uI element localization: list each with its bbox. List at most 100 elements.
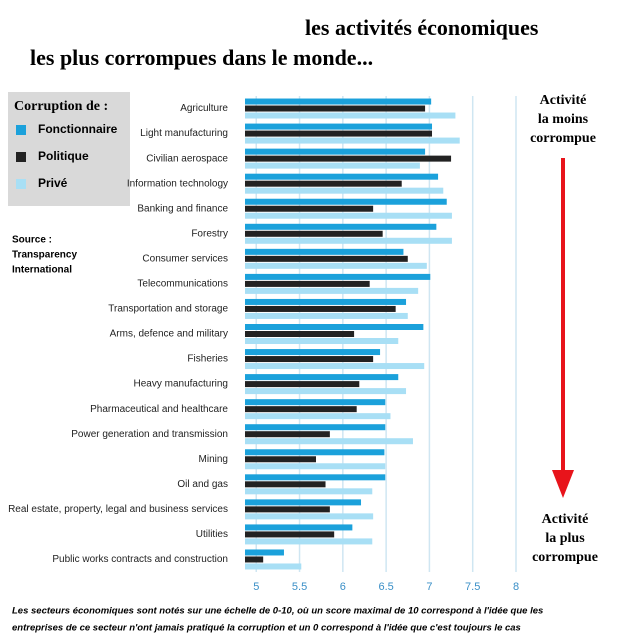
bar (245, 112, 456, 119)
source: Source : (12, 235, 52, 246)
footnote: Les secteurs économiques sont notés sur … (12, 606, 543, 617)
annotation: la plus (545, 531, 585, 546)
bar (245, 438, 413, 445)
y-tick-label: Pharmaceutical and healthcare (90, 404, 228, 415)
bar (245, 305, 396, 312)
y-tick-label: Real estate, property, legal and busines… (8, 504, 228, 515)
annotation: la moins (538, 112, 589, 127)
bar (245, 148, 426, 155)
bar (245, 331, 355, 337)
bar (245, 162, 420, 169)
y-tick-label: Consumer services (142, 253, 228, 264)
bar (245, 413, 391, 420)
legend-swatch (16, 152, 26, 162)
y-tick-label: Power generation and transmission (71, 429, 228, 440)
bar (245, 105, 426, 112)
footnote: entreprises de ce secteur n'ont jamais p… (12, 623, 521, 634)
bar (245, 381, 360, 388)
bar (245, 424, 386, 431)
source: International (12, 265, 72, 276)
bar (245, 488, 373, 495)
chart-title: les plus corrompues dans le monde... (30, 45, 373, 70)
bar (245, 363, 425, 370)
bar (245, 237, 452, 244)
bar (245, 137, 460, 144)
bar (245, 556, 264, 563)
bar (245, 198, 447, 205)
bar (245, 374, 399, 381)
y-tick-label: Banking and finance (137, 203, 228, 214)
bar (245, 406, 357, 413)
x-tick-label: 6 (340, 581, 346, 593)
bar (245, 399, 386, 406)
annotation: corrompue (530, 131, 596, 146)
y-tick-label: Mining (199, 454, 228, 465)
bar (245, 388, 407, 395)
y-tick-label: Light manufacturing (140, 128, 228, 139)
annotation: corrompue (532, 550, 598, 565)
legend-box (8, 92, 130, 206)
legend-label: Privé (38, 176, 68, 190)
y-tick-label: Transportation and storage (108, 304, 228, 315)
source: Transparency (12, 250, 77, 261)
bar (245, 349, 381, 356)
bar (245, 298, 407, 305)
bar (245, 538, 373, 545)
bar (245, 312, 408, 319)
x-tick-label: 5 (253, 581, 259, 593)
bar (245, 155, 452, 162)
bar (245, 449, 385, 456)
y-tick-label: Public works contracts and construction (52, 554, 228, 565)
legend-swatch (16, 125, 26, 135)
bar (245, 98, 432, 105)
bar (245, 356, 374, 363)
y-tick-label: Agriculture (180, 103, 228, 114)
legend-label: Fonctionnaire (38, 122, 118, 136)
y-tick-label: Oil and gas (177, 479, 228, 490)
y-tick-label: Civilian aerospace (146, 153, 228, 164)
chart-title: les activités économiques (305, 15, 539, 40)
arrow-head (552, 470, 574, 498)
bar (245, 513, 374, 520)
y-tick-label: Fisheries (187, 354, 228, 365)
legend-title: Corruption de : (14, 99, 108, 114)
bar (245, 248, 404, 255)
x-tick-label: 7.5 (465, 581, 480, 593)
bar (245, 230, 383, 237)
annotation: Activité (540, 93, 587, 108)
bar (245, 431, 330, 438)
x-tick-label: 8 (513, 581, 519, 593)
legend-swatch (16, 179, 26, 189)
bar (245, 212, 452, 219)
bar (245, 506, 330, 513)
y-tick-label: Arms, defence and military (110, 329, 228, 340)
bar (245, 223, 437, 230)
y-tick-label: Telecommunications (137, 279, 228, 290)
bar (245, 324, 424, 330)
bar (245, 280, 370, 287)
bar (245, 531, 335, 538)
bar (245, 255, 408, 262)
bar (245, 499, 362, 506)
bar (245, 287, 419, 294)
bar (245, 273, 431, 280)
bar (245, 549, 284, 556)
bar (245, 173, 439, 180)
annotation: Activité (542, 512, 589, 527)
bar (245, 338, 399, 344)
bar (245, 205, 374, 212)
x-tick-label: 7 (426, 581, 432, 593)
x-tick-label: 5.5 (292, 581, 307, 593)
bar (245, 524, 353, 531)
bar (245, 481, 326, 488)
bar (245, 563, 302, 570)
bar (245, 456, 316, 463)
x-tick-label: 6.5 (378, 581, 393, 593)
bar (245, 187, 444, 194)
bar (245, 130, 433, 137)
bar (245, 123, 433, 130)
bar (245, 180, 402, 187)
y-tick-label: Heavy manufacturing (134, 379, 229, 390)
